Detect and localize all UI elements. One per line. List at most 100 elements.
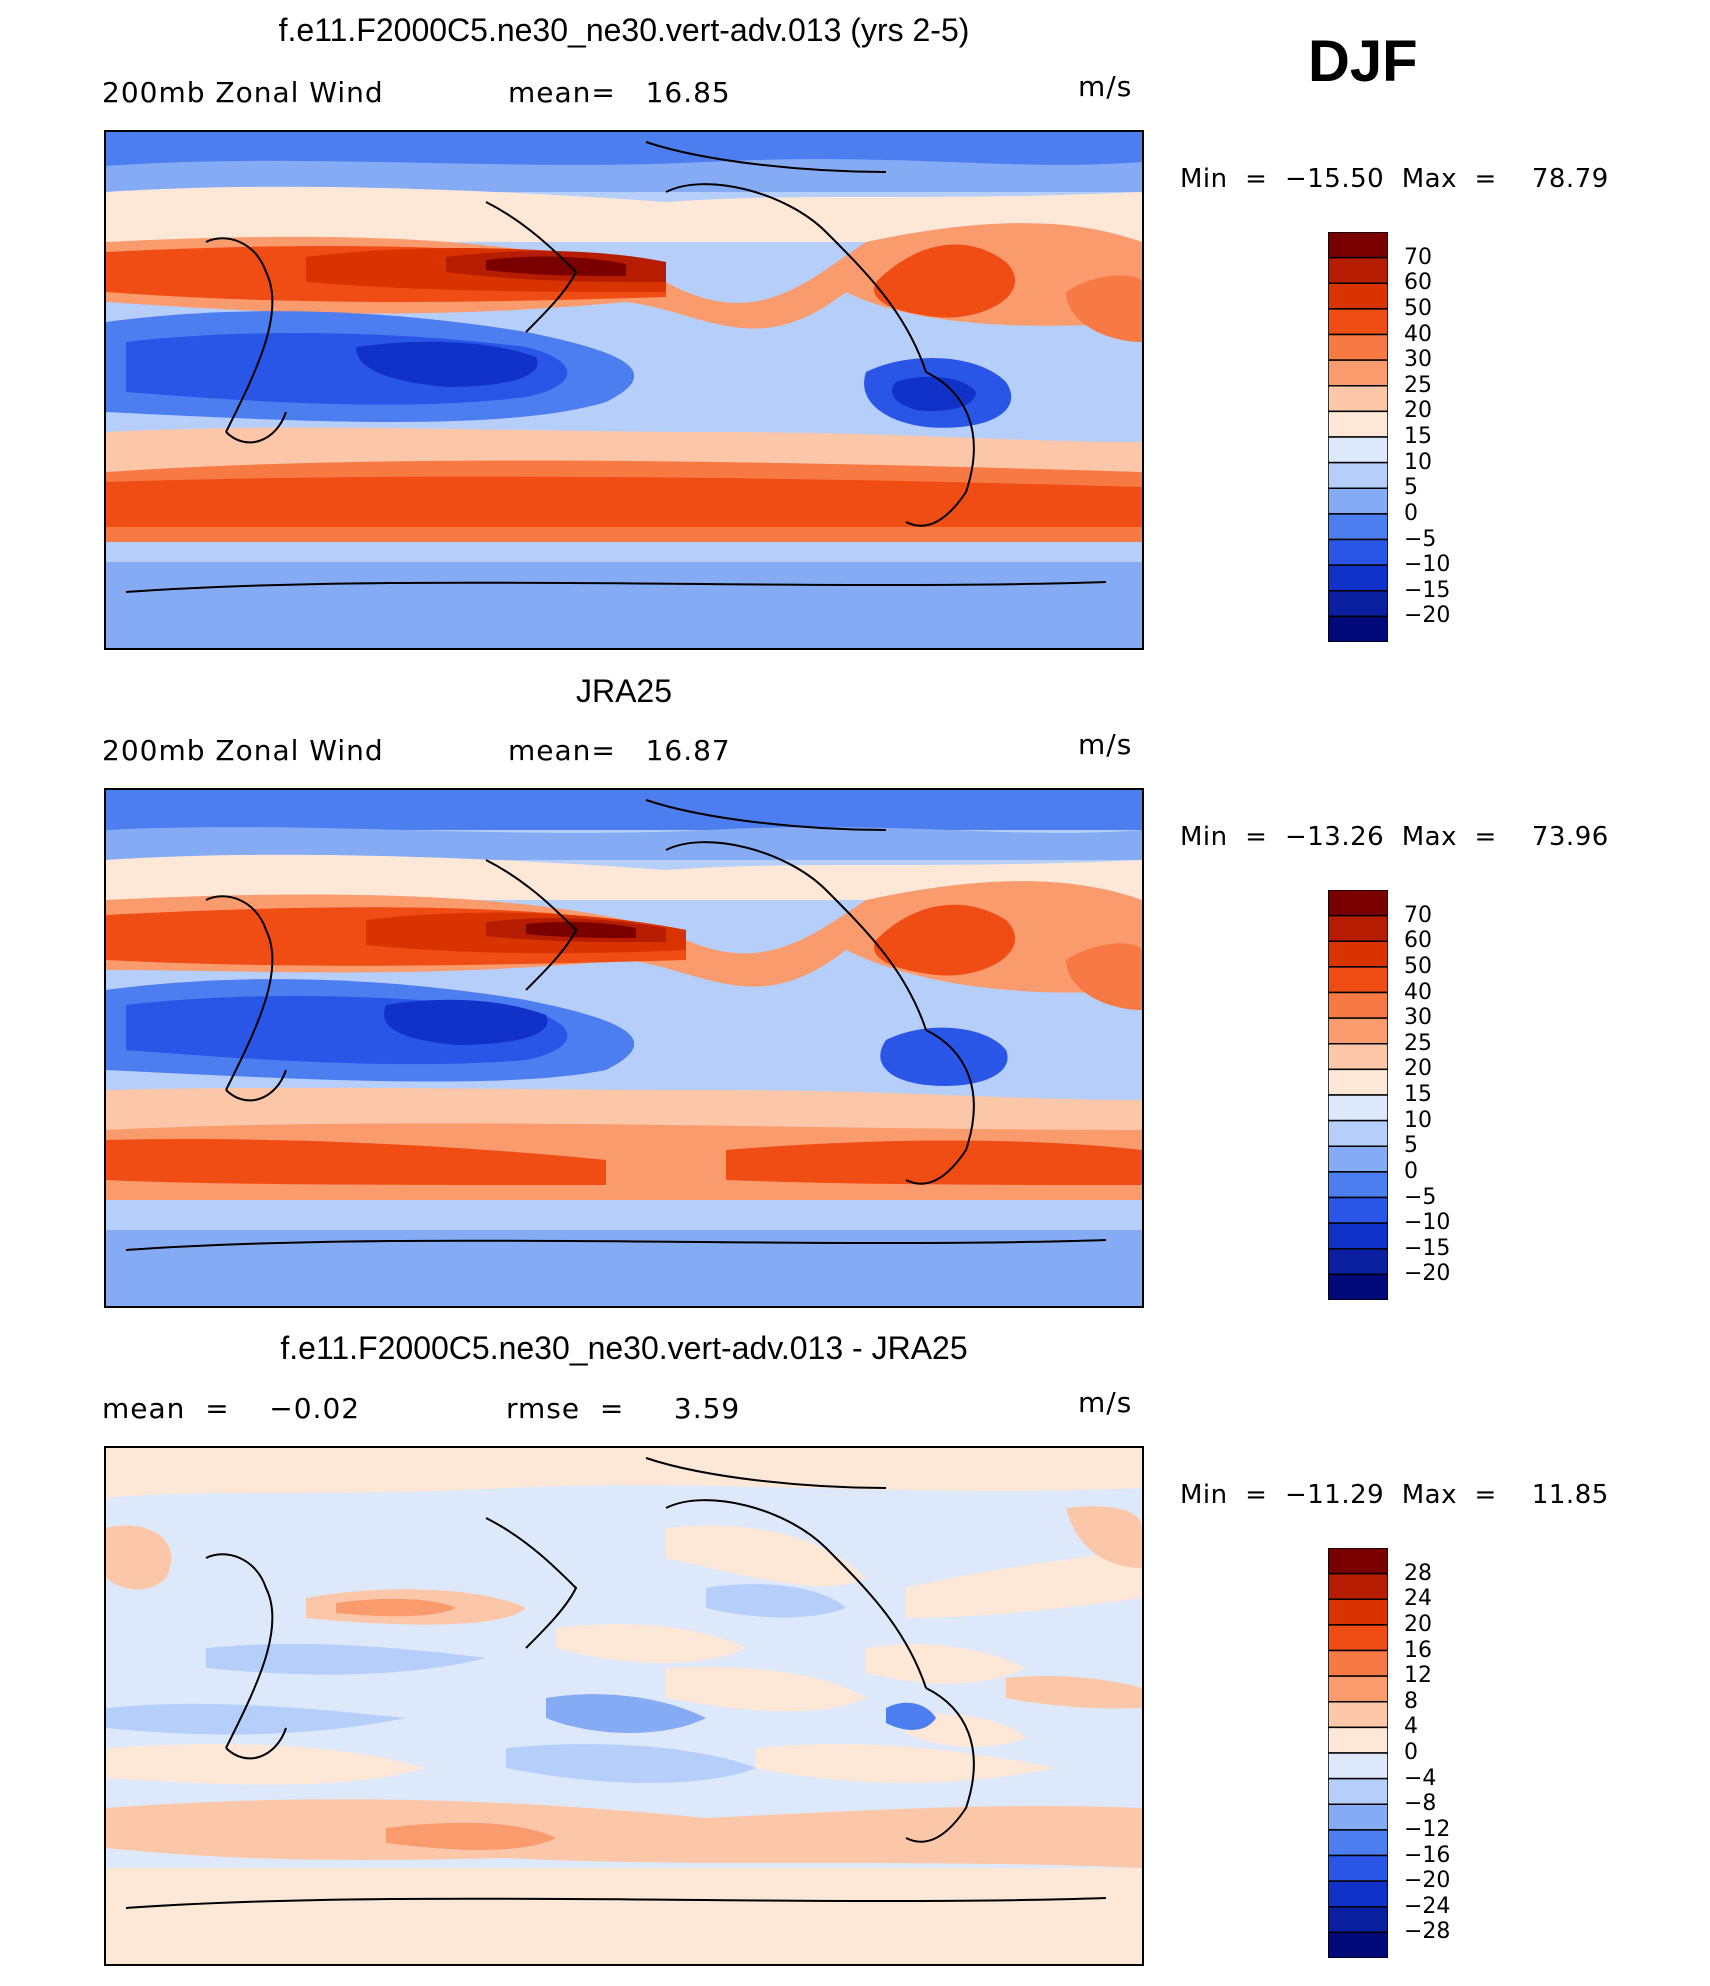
colorbar-swatch xyxy=(1327,1829,1389,1857)
colorbar-swatch xyxy=(1327,1701,1389,1729)
colorbar-swatch xyxy=(1327,1273,1389,1301)
colorbar-tick-label: −15 xyxy=(1404,577,1451,603)
colorbar-swatch xyxy=(1327,231,1389,259)
panel2-title: JRA25 xyxy=(575,673,673,709)
colorbar-swatch xyxy=(1327,940,1389,968)
colorbar-swatch xyxy=(1327,1752,1389,1780)
colorbar-tick-label: 50 xyxy=(1404,953,1432,979)
panel1-colorbar xyxy=(1327,231,1389,647)
panel3-units: m/s xyxy=(1078,1386,1133,1419)
colorbar-tick-label: 70 xyxy=(1404,244,1432,270)
colorbar-swatch xyxy=(1327,1547,1389,1575)
colorbar-swatch xyxy=(1327,308,1389,336)
panel2-mean-label: mean= 16.87 xyxy=(508,734,731,767)
colorbar-swatch xyxy=(1327,1043,1389,1071)
colorbar-swatch xyxy=(1327,590,1389,618)
colorbar-swatch xyxy=(1327,1068,1389,1096)
colorbar-swatch xyxy=(1327,333,1389,361)
panel1-mean-label: mean= 16.85 xyxy=(508,76,731,109)
colorbar-swatch xyxy=(1327,1854,1389,1882)
colorbar-tick-label: 25 xyxy=(1404,1030,1432,1056)
colorbar-swatch xyxy=(1327,1094,1389,1122)
panel2-minmax: Min = −13.26 Max = 73.96 xyxy=(1180,822,1609,852)
colorbar-swatch xyxy=(1327,1675,1389,1703)
colorbar-swatch xyxy=(1327,1931,1389,1959)
colorbar-swatch xyxy=(1327,282,1389,310)
colorbar-swatch xyxy=(1327,889,1389,917)
colorbar-tick-label: −28 xyxy=(1404,1919,1451,1945)
colorbar-tick-label: 20 xyxy=(1404,398,1432,424)
panel3-map xyxy=(104,1446,1144,1966)
panel2-contour-svg xyxy=(106,790,1142,1306)
panel1-map xyxy=(104,130,1144,650)
colorbar-swatch xyxy=(1327,487,1389,515)
colorbar-tick-label: 15 xyxy=(1404,424,1432,449)
colorbar-swatch xyxy=(1327,1248,1389,1276)
colorbar-tick-label: 30 xyxy=(1404,347,1432,373)
colorbar-swatch xyxy=(1327,256,1389,284)
colorbar-swatch xyxy=(1327,1171,1389,1199)
colorbar-swatch xyxy=(1327,1906,1389,1934)
colorbar-tick-label: 10 xyxy=(1404,449,1432,475)
colorbar-tick-label: −10 xyxy=(1404,552,1451,578)
colorbar-tick-label: 5 xyxy=(1404,475,1418,501)
colorbar-tick-label: 16 xyxy=(1404,1637,1432,1663)
panel3-minmax: Min = −11.29 Max = 11.85 xyxy=(1180,1480,1609,1510)
colorbar-swatch xyxy=(1327,385,1389,413)
colorbar-tick-label: 70 xyxy=(1404,902,1432,928)
colorbar-swatch xyxy=(1327,1880,1389,1908)
colorbar-tick-label: 0 xyxy=(1404,1158,1418,1184)
colorbar-swatch xyxy=(1327,1145,1389,1173)
panel3-colorbar xyxy=(1327,1547,1389,1963)
colorbar-tick-label: −20 xyxy=(1404,603,1451,629)
colorbar-swatch xyxy=(1327,1803,1389,1831)
colorbar-tick-label: 20 xyxy=(1404,1056,1432,1082)
colorbar-tick-label: 60 xyxy=(1404,928,1432,954)
colorbar-swatch xyxy=(1327,359,1389,387)
colorbar-tick-label: −8 xyxy=(1404,1791,1437,1817)
colorbar-swatch xyxy=(1327,1649,1389,1677)
colorbar-tick-label: −4 xyxy=(1404,1765,1437,1791)
panel3-mean-label: mean = −0.02 xyxy=(102,1392,361,1425)
colorbar-swatch xyxy=(1327,1777,1389,1805)
colorbar-tick-label: 0 xyxy=(1404,500,1418,526)
panel1-minmax: Min = −15.50 Max = 78.79 xyxy=(1180,164,1609,194)
colorbar-tick-label: −20 xyxy=(1404,1261,1451,1287)
colorbar-tick-label: 60 xyxy=(1404,270,1432,296)
colorbar-swatch xyxy=(1327,1598,1389,1626)
colorbar-swatch xyxy=(1327,1222,1389,1250)
panel2-map xyxy=(104,788,1144,1308)
colorbar-tick-label: 5 xyxy=(1404,1133,1418,1159)
colorbar-tick-label: 4 xyxy=(1404,1714,1418,1740)
colorbar-swatch xyxy=(1327,1017,1389,1045)
colorbar-tick-label: 25 xyxy=(1404,372,1432,398)
colorbar-tick-label: 12 xyxy=(1404,1663,1432,1689)
colorbar-swatch xyxy=(1327,410,1389,438)
colorbar-swatch xyxy=(1327,1572,1389,1600)
colorbar-tick-label: −5 xyxy=(1404,526,1437,552)
colorbar-tick-label: 20 xyxy=(1404,1611,1432,1637)
colorbar-tick-label: 10 xyxy=(1404,1107,1432,1133)
panel3-rmse-label: rmse = 3.59 xyxy=(506,1392,741,1425)
colorbar-tick-label: 30 xyxy=(1404,1005,1432,1031)
colorbar-tick-label: 15 xyxy=(1404,1082,1432,1107)
colorbar-swatch xyxy=(1327,615,1389,643)
panel2-units: m/s xyxy=(1078,728,1133,761)
colorbar-tick-label: 8 xyxy=(1404,1688,1418,1714)
season-label: DJF xyxy=(1308,29,1418,94)
colorbar-swatch xyxy=(1327,1119,1389,1147)
colorbar-tick-label: −15 xyxy=(1404,1235,1451,1261)
panel2-colorbar xyxy=(1327,889,1389,1305)
colorbar-swatch xyxy=(1327,538,1389,566)
panel3-contour-svg xyxy=(106,1448,1142,1964)
colorbar-tick-label: −10 xyxy=(1404,1210,1451,1236)
panel2-left-label: 200mb Zonal Wind xyxy=(102,734,384,767)
colorbar-tick-label: −16 xyxy=(1404,1842,1451,1868)
colorbar-tick-label: 0 xyxy=(1404,1740,1418,1765)
colorbar-tick-label: −12 xyxy=(1404,1816,1451,1842)
colorbar-tick-label: 28 xyxy=(1404,1560,1432,1586)
colorbar-tick-label: 40 xyxy=(1404,321,1432,347)
colorbar-swatch xyxy=(1327,1726,1389,1754)
colorbar-swatch xyxy=(1327,1624,1389,1652)
panel2-colorbar-svg xyxy=(1327,889,1389,1301)
